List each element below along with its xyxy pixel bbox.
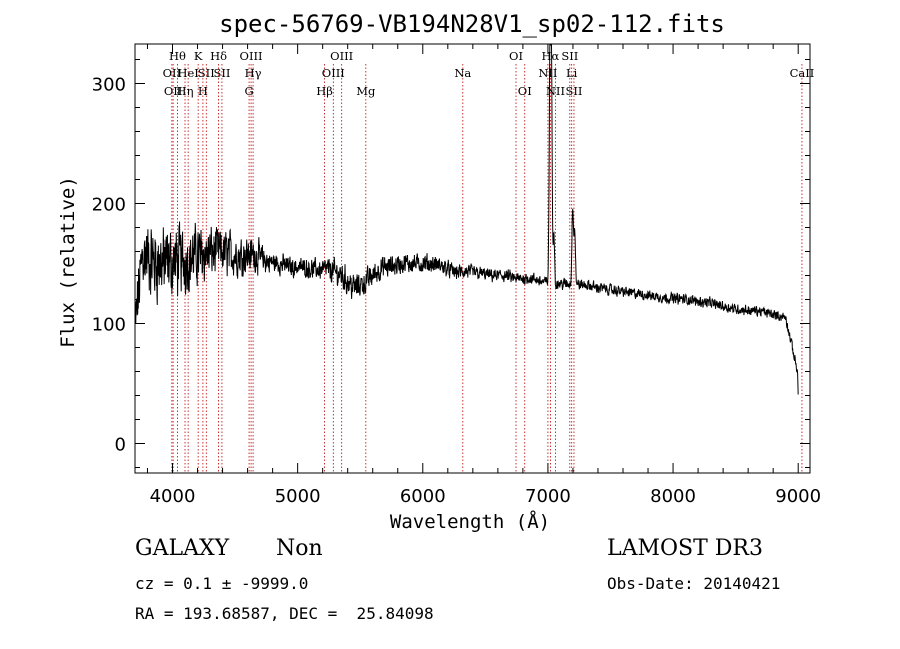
spectral-line-label: SII — [213, 66, 230, 80]
spectral-line-label: OI — [509, 49, 523, 63]
spectral-line-label: Na — [454, 66, 471, 80]
x-tick-label: 6000 — [400, 486, 446, 507]
spectral-line-label: HeI — [177, 66, 198, 80]
spectral-line-label: Hδ — [210, 49, 227, 63]
spectral-line-label: SII — [565, 84, 582, 98]
survey-name: LAMOST DR3 — [607, 536, 763, 561]
x-axis-label: Wavelength (Å) — [390, 510, 550, 533]
spectral-line-labels: OII OII Hθ Hη HeI K SII H Hδ SII OIII Hγ G OIII OIII Hβ… — [163, 49, 815, 98]
y-tick-label: 100 — [92, 315, 126, 336]
spectral-line-label: NII — [546, 84, 565, 98]
spectral-line-label: OII — [164, 84, 183, 98]
spectral-line-label: H — [198, 84, 208, 98]
chart-title: spec-56769-VB194N28V1_sp02-112.fits — [219, 10, 725, 38]
spectral-line-label: Li — [566, 66, 578, 80]
spectral-line-label: SII — [198, 66, 215, 80]
spectral-line-label: Mg — [356, 84, 376, 98]
spectral-line-label: OII — [163, 66, 182, 80]
y-axis-label: Flux (relative) — [57, 176, 79, 348]
spectral-line-label: Hθ — [169, 49, 186, 63]
spectral-line-label: OI — [518, 84, 532, 98]
object-subclass: Non — [276, 536, 323, 561]
spectral-line-label: SII — [561, 49, 578, 63]
axis-ticks: 4000 5000 6000 7000 8000 9000 0 100 200 300 — [92, 44, 821, 507]
spectral-line-label: OIII — [322, 66, 345, 80]
spectral-line-label: Hη — [177, 84, 194, 98]
coordinates-readout: RA = 193.68587, DEC = 25.84098 — [135, 604, 434, 623]
x-tick-label: 8000 — [650, 486, 696, 507]
y-tick-label: 200 — [92, 195, 126, 216]
x-tick-label: 9000 — [775, 486, 821, 507]
spectral-line-label: CaII — [790, 66, 815, 80]
spectral-line-label: Hγ — [245, 66, 262, 80]
spectral-line-label: NII — [538, 66, 557, 80]
y-tick-label: 0 — [115, 435, 126, 456]
spectral-line-label: OIII — [330, 49, 353, 63]
x-tick-label: 7000 — [525, 486, 571, 507]
spectrum-series — [134, 44, 799, 395]
spectral-line-label: K — [194, 49, 203, 63]
obs-date: Obs-Date: 20140421 — [607, 574, 781, 593]
x-tick-label: 4000 — [150, 486, 196, 507]
spectral-line-label: G — [244, 84, 253, 98]
y-tick-label: 300 — [92, 75, 126, 96]
spectral-line-label: Hα — [542, 49, 560, 63]
x-tick-label: 5000 — [275, 486, 321, 507]
spectral-line-label: OIII — [240, 49, 263, 63]
spectral-line-label: Hβ — [316, 84, 333, 98]
spectral-line-markers — [171, 64, 803, 473]
object-class: GALAXY — [135, 536, 230, 561]
redshift-readout: cz = 0.1 ± -9999.0 — [135, 574, 309, 593]
